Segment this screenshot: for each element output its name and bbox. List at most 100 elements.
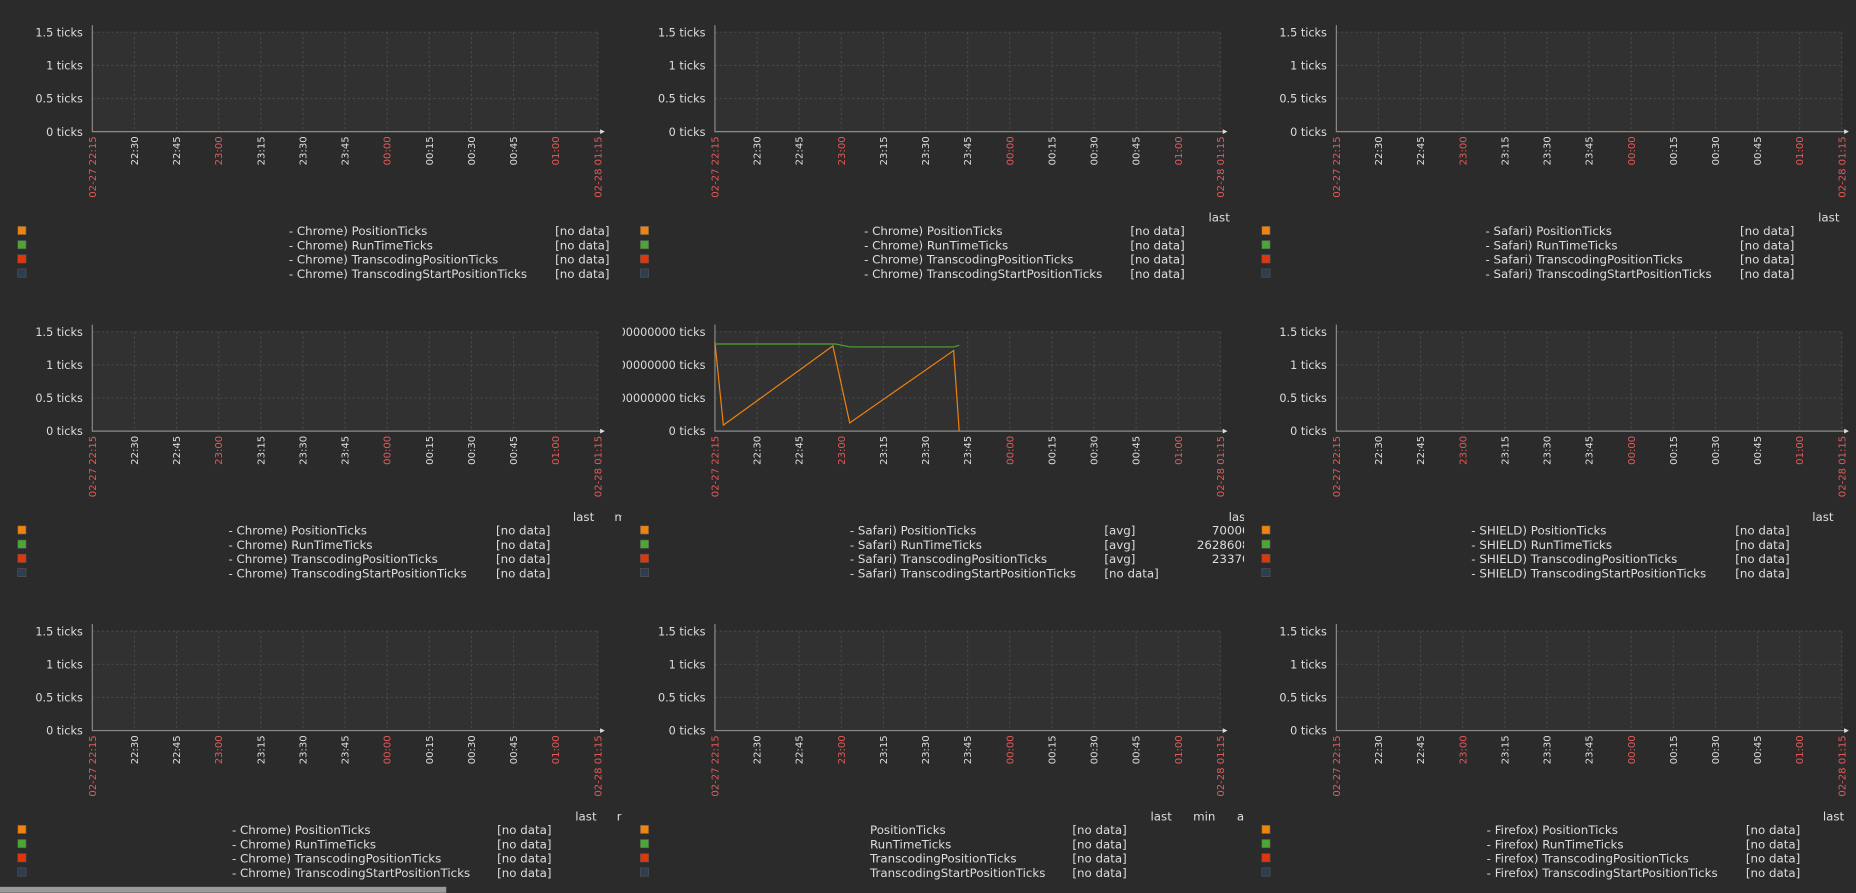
legend-swatch bbox=[17, 539, 27, 549]
legend-value: [no data] bbox=[555, 253, 609, 267]
legend-swatch bbox=[17, 824, 27, 834]
time-label: 22:30 bbox=[753, 735, 764, 764]
legend-swatch bbox=[640, 525, 649, 535]
time-label: 00:00 bbox=[383, 136, 394, 165]
axis bbox=[91, 624, 603, 732]
legend-swatch bbox=[640, 853, 649, 863]
legend-header: last bbox=[1151, 810, 1173, 824]
legend-name: - Chrome) RunTimeTicks bbox=[228, 538, 372, 552]
legend-name: - Firefox) TranscodingStartPositionTicks bbox=[1487, 866, 1718, 880]
time-label: 22:30 bbox=[130, 735, 141, 764]
legend-name: - Safari) RunTimeTicks bbox=[1486, 238, 1618, 252]
legend-swatch bbox=[17, 853, 27, 863]
legend-swatch bbox=[640, 839, 649, 849]
graph-panel: 0 ticks 0.5 ticks 1 ticks 1.5 ticks 02-27 22… bbox=[1261, 624, 1849, 880]
legend-name: - SHIELD) TranscodingStartPositionTicks bbox=[1471, 566, 1706, 580]
y-tick-label: 1.5 ticks bbox=[1279, 26, 1327, 39]
legend-name: - Chrome) RunTimeTicks bbox=[864, 238, 1008, 252]
legend-value: [no data] bbox=[1130, 253, 1184, 267]
time-label: 23:00 bbox=[1458, 735, 1469, 764]
scrollbar[interactable] bbox=[0, 886, 447, 893]
legend-header: last bbox=[1812, 510, 1834, 524]
time-label: 23:15 bbox=[1500, 436, 1511, 465]
time-label: 01:00 bbox=[1795, 735, 1806, 764]
legend-header: last bbox=[575, 810, 597, 824]
legend-function: [avg] bbox=[1104, 552, 1135, 566]
time-label: 00:15 bbox=[1669, 436, 1680, 465]
legend-swatch bbox=[17, 839, 27, 849]
time-label: 23:45 bbox=[1585, 436, 1596, 465]
time-label: 23:30 bbox=[298, 735, 309, 764]
time-label: 00:30 bbox=[1711, 735, 1722, 764]
legend-function: [avg] bbox=[1104, 538, 1135, 552]
graph-panel: 0 ticks 0.5 ticks 1 ticks 1.5 ticks 02-27 22… bbox=[1261, 25, 1849, 281]
time-label: 00:45 bbox=[1132, 735, 1143, 764]
legend-value: [no data] bbox=[1740, 267, 1794, 281]
time-label: 23:45 bbox=[963, 436, 974, 465]
time-label: 23:15 bbox=[879, 436, 890, 465]
time-label: 00:30 bbox=[467, 735, 478, 764]
time-label: 22:45 bbox=[1416, 136, 1427, 165]
y-tick-label: 0.5 ticks bbox=[1279, 692, 1327, 705]
legend-value: [no data] bbox=[1104, 566, 1158, 580]
legend-value: [no data] bbox=[496, 524, 550, 538]
time-label: 02-28 01:15 bbox=[593, 735, 604, 796]
graph-panel: 0 ticks 0.5 ticks 1 ticks 1.5 ticks 02-27 22… bbox=[17, 624, 621, 880]
graph-panel: 0 ticks 0.5 ticks 1 ticks 1.5 ticks 02-27 22… bbox=[640, 624, 1244, 880]
time-label: 23:45 bbox=[1585, 136, 1596, 165]
legend-value: [no data] bbox=[1072, 866, 1126, 880]
axis bbox=[91, 25, 603, 133]
legend-swatch bbox=[1261, 268, 1271, 278]
time-label: 23:45 bbox=[341, 436, 352, 465]
legend-header: last bbox=[1823, 810, 1845, 824]
legend-swatch bbox=[640, 240, 649, 250]
time-label: 23:30 bbox=[1543, 436, 1554, 465]
time-label: 23:15 bbox=[256, 735, 267, 764]
legend-name: PositionTicks bbox=[870, 823, 946, 837]
axis-arrow bbox=[600, 728, 605, 733]
y-tick-label: 1.5 ticks bbox=[35, 625, 83, 638]
legend-value: [no data] bbox=[496, 566, 550, 580]
axis bbox=[714, 324, 1226, 432]
time-label: 02-28 01:15 bbox=[593, 136, 604, 197]
y-tick-label: 1 ticks bbox=[1290, 658, 1327, 671]
time-label: 00:00 bbox=[1005, 735, 1016, 764]
legend-name: - Safari) PositionTicks bbox=[1486, 224, 1612, 238]
legend-swatch bbox=[640, 254, 649, 264]
y-tick-label: 0.5 ticks bbox=[35, 93, 83, 106]
y-tick-label: 1 ticks bbox=[46, 60, 83, 73]
time-label: 23:00 bbox=[1458, 136, 1469, 165]
legend-name: - Chrome) RunTimeTicks bbox=[289, 238, 433, 252]
legend-swatch bbox=[640, 553, 649, 563]
time-label: 00:30 bbox=[1090, 136, 1101, 165]
legend-name: - SHIELD) TranscodingPositionTicks bbox=[1471, 552, 1677, 566]
legend-value: [no data] bbox=[1072, 852, 1126, 866]
time-label: 00:30 bbox=[467, 436, 478, 465]
time-label: 00:15 bbox=[425, 735, 436, 764]
time-label: 23:45 bbox=[963, 136, 974, 165]
legend-swatch bbox=[640, 867, 649, 877]
legend-swatch bbox=[17, 268, 27, 278]
legend-name: - Chrome) TranscodingStartPositionTicks bbox=[232, 866, 470, 880]
time-label: 00:45 bbox=[509, 436, 520, 465]
legend-value: [no data] bbox=[1735, 566, 1789, 580]
y-tick-label: 0.5 ticks bbox=[1279, 392, 1327, 405]
graph-panel: 0 ticks 0.5 ticks 1 ticks 1.5 ticks 02-27 22… bbox=[17, 25, 610, 281]
time-label: 02-27 22:15 bbox=[1332, 735, 1343, 796]
legend-value: [no data] bbox=[1130, 238, 1184, 252]
legend-swatch bbox=[1261, 525, 1271, 535]
legend-value: 26286080 bbox=[1197, 538, 1257, 552]
legend-value: [no data] bbox=[1740, 224, 1794, 238]
legend-value: [no data] bbox=[496, 538, 550, 552]
y-tick-label: 0.5 ticks bbox=[35, 392, 83, 405]
legend-name: - Safari) TranscodingStartPositionTicks bbox=[1486, 267, 1712, 281]
time-label: 22:45 bbox=[1416, 735, 1427, 764]
time-label: 22:30 bbox=[753, 136, 764, 165]
time-label: 02-28 01:15 bbox=[1837, 735, 1848, 796]
legend-name: - Chrome) TranscodingStartPositionTicks bbox=[228, 566, 466, 580]
y-tick-label: 0 ticks bbox=[46, 425, 83, 438]
legend-value: [no data] bbox=[1130, 224, 1184, 238]
time-label: 22:30 bbox=[1374, 136, 1385, 165]
